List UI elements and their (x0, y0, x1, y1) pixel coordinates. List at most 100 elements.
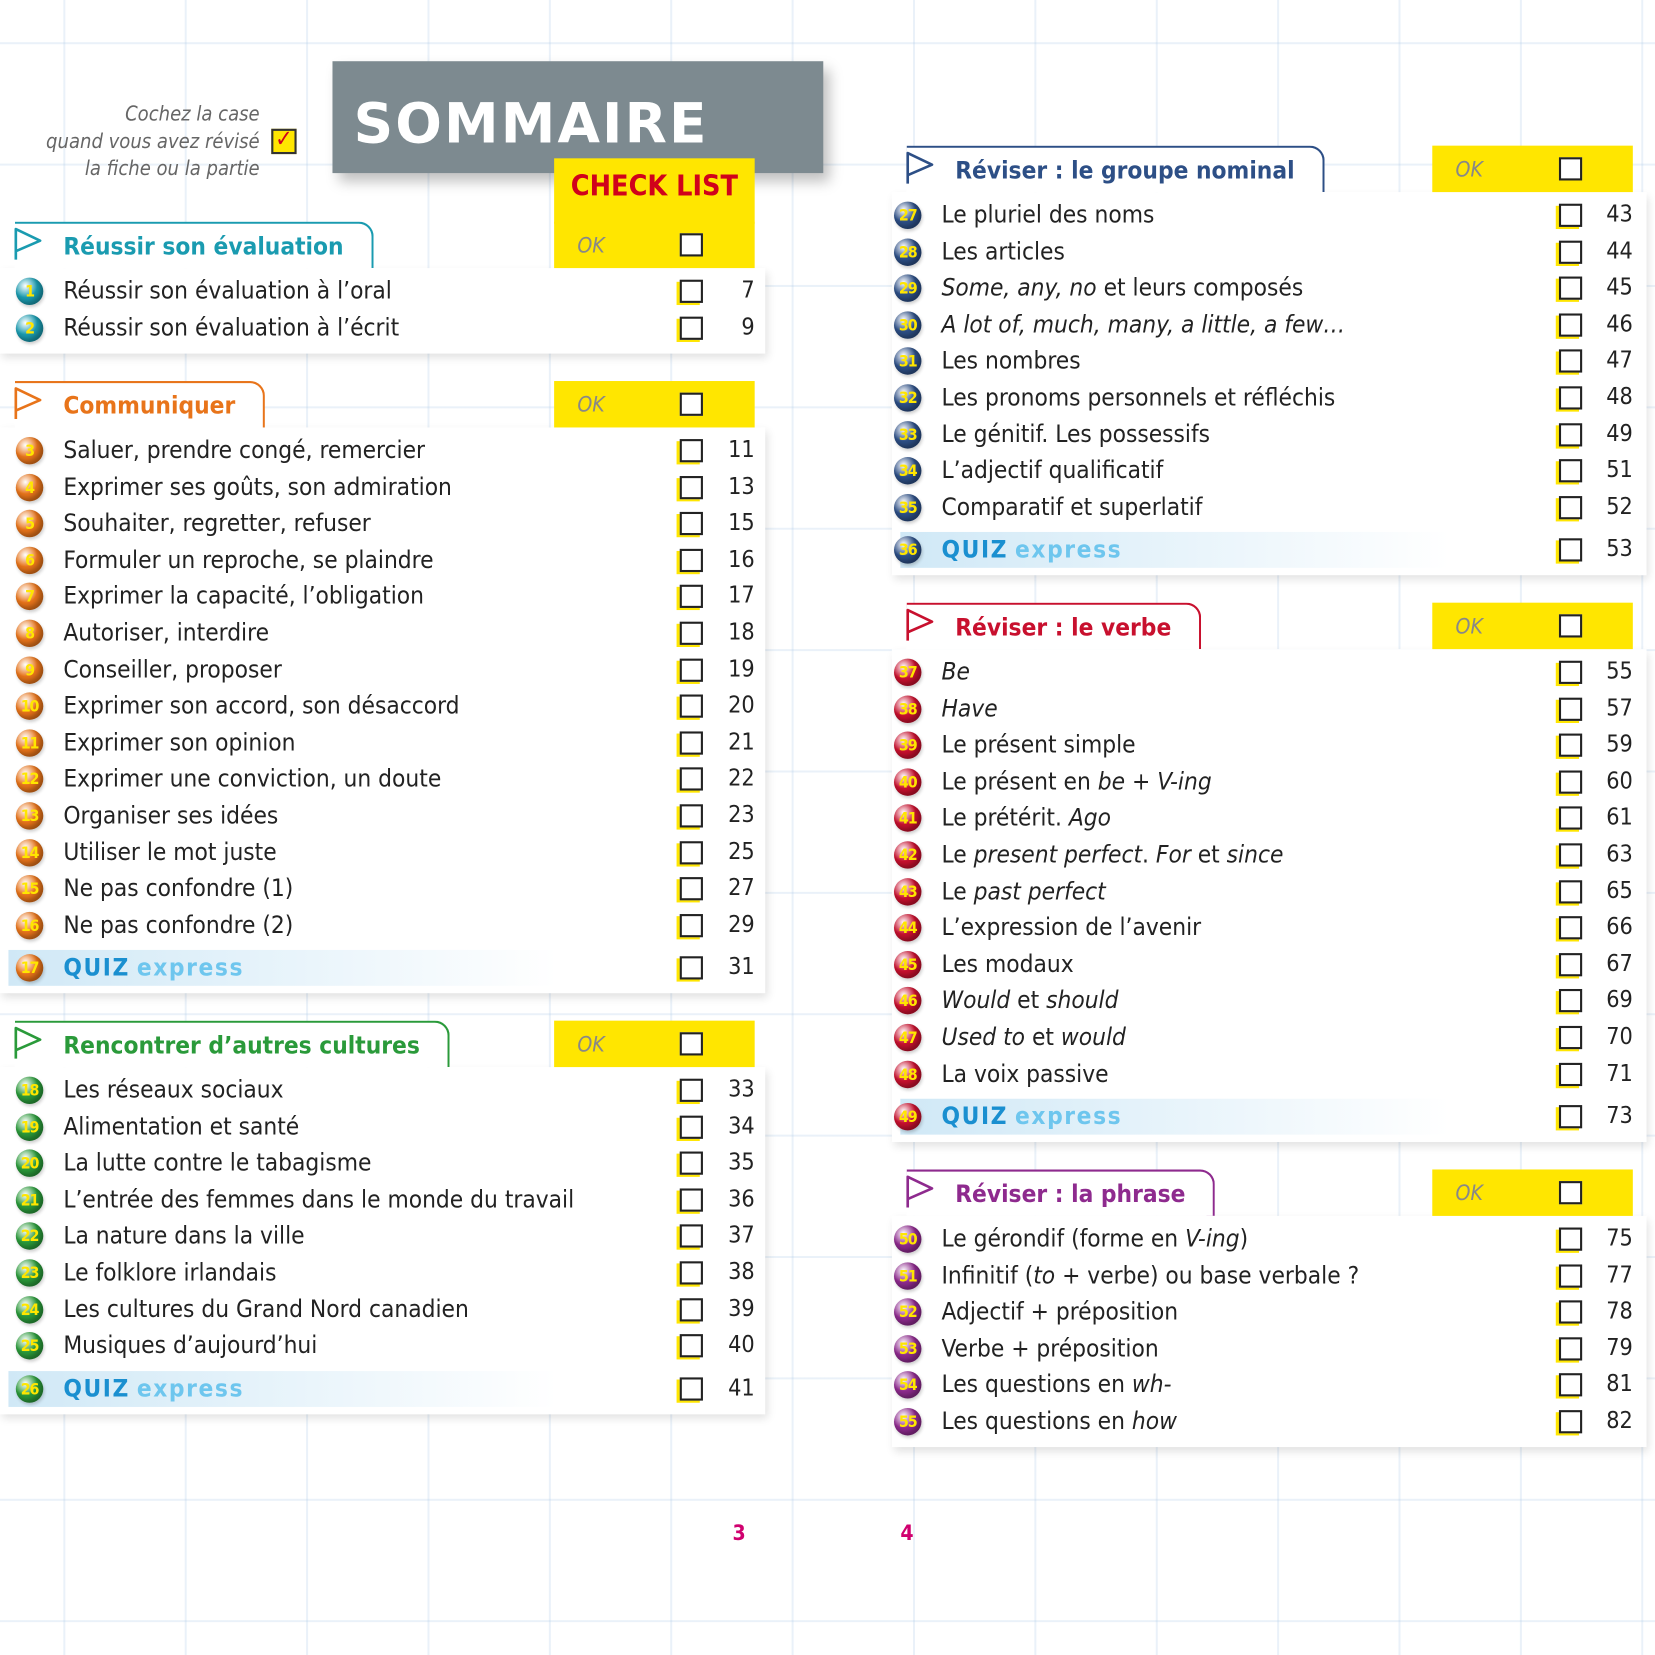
section-checkbox[interactable] (679, 392, 703, 416)
item-checkbox[interactable] (1558, 989, 1583, 1013)
item-checkbox[interactable] (679, 1224, 703, 1248)
item-label: Le génitif. Les possessifs (941, 420, 1211, 449)
quiz-light: express (1015, 536, 1123, 565)
item-page: 19 (728, 656, 755, 683)
label-part: A lot of, much, many, a little, a few… (941, 311, 1346, 339)
item-label: Exprimer son accord, son désaccord (63, 692, 460, 721)
item-page: 27 (728, 875, 755, 902)
item-checkbox[interactable] (1558, 770, 1583, 794)
item-number: 11 (15, 729, 44, 757)
section-checkbox[interactable] (1558, 1181, 1583, 1205)
item-checkbox[interactable] (679, 439, 703, 463)
item-label: Les cultures du Grand Nord canadien (63, 1295, 469, 1324)
item-checkbox[interactable] (1558, 386, 1583, 410)
section-checkbox[interactable] (679, 233, 703, 257)
quiz-strong: QUIZ (63, 1375, 130, 1403)
item-number: 37 (893, 658, 922, 687)
item-checkbox[interactable] (1558, 1025, 1583, 1050)
section-panel (0, 1067, 766, 1415)
item-checkbox[interactable] (1558, 660, 1583, 684)
item-checkbox[interactable] (1558, 240, 1583, 264)
item-checkbox[interactable] (679, 548, 703, 572)
item-page: 25 (728, 838, 755, 866)
item-label: Conseiller, proposer (63, 656, 282, 684)
item-checkbox[interactable] (679, 512, 703, 536)
item-checkbox[interactable] (1558, 538, 1583, 562)
item-checkbox[interactable] (679, 621, 703, 645)
item-label: Les questions en wh- (941, 1369, 1171, 1401)
item-page: 45 (1606, 274, 1633, 302)
item-checkbox[interactable] (1558, 1062, 1583, 1086)
item-checkbox[interactable] (679, 279, 703, 303)
item-number: 31 (893, 347, 922, 376)
item-checkbox[interactable] (1558, 916, 1583, 940)
item-page: 39 (728, 1295, 755, 1323)
item-checkbox[interactable] (1558, 313, 1583, 337)
item-checkbox[interactable] (679, 1078, 703, 1102)
label-part: . (1142, 841, 1156, 869)
item-page: 71 (1606, 1060, 1633, 1087)
item-checkbox[interactable] (679, 1377, 703, 1401)
item-checkbox[interactable] (1558, 1337, 1583, 1361)
item-checkbox[interactable] (1558, 495, 1583, 520)
item-checkbox[interactable] (679, 1188, 703, 1212)
item-checkbox[interactable] (1558, 697, 1583, 721)
item-checkbox[interactable] (1558, 1373, 1583, 1397)
item-checkbox[interactable] (1558, 459, 1583, 483)
item-checkbox[interactable] (1558, 276, 1583, 300)
item-checkbox[interactable] (679, 658, 703, 682)
item-checkbox[interactable] (1558, 843, 1583, 867)
label-part: since (1226, 841, 1284, 869)
item-checkbox[interactable] (679, 1334, 703, 1358)
ok-label: OK (1455, 156, 1483, 182)
ok-column: OK (1432, 1169, 1633, 1216)
item-checkbox[interactable] (1558, 1105, 1583, 1129)
item-checkbox[interactable] (1558, 349, 1583, 373)
item-label: Infinitif (to + verbe) ou base verbale ? (941, 1260, 1359, 1292)
item-checkbox[interactable] (679, 1297, 703, 1322)
checklist-label: CHECK LIST (554, 158, 755, 224)
label-part: Have (941, 695, 998, 723)
item-page: 15 (728, 509, 755, 537)
item-checkbox[interactable] (679, 913, 703, 938)
item-checkbox[interactable] (679, 840, 703, 865)
item-checkbox[interactable] (1558, 1410, 1583, 1434)
item-checkbox[interactable] (679, 1115, 703, 1139)
item-checkbox[interactable] (1558, 1264, 1583, 1288)
item-checkbox[interactable] (1558, 879, 1583, 904)
item-page: 40 (728, 1332, 755, 1359)
item-number: 36 (893, 536, 922, 565)
item-checkbox[interactable] (679, 475, 703, 499)
section-checkbox[interactable] (1558, 614, 1583, 638)
item-label: A lot of, much, many, a little, a few… (941, 309, 1345, 341)
item-checkbox[interactable] (1558, 422, 1583, 447)
item-number: 19 (15, 1113, 44, 1141)
section-tab: Communiquer (14, 381, 265, 428)
item-checkbox[interactable] (1558, 733, 1583, 757)
item-checkbox[interactable] (679, 731, 703, 755)
item-label: Le present perfect. For et since (941, 839, 1283, 871)
item-checkbox[interactable] (679, 1261, 703, 1285)
item-checkbox[interactable] (679, 804, 703, 828)
label-part: Used to (941, 1023, 1026, 1052)
item-checkbox[interactable] (679, 316, 703, 340)
section-checkbox[interactable] (679, 1032, 703, 1056)
item-checkbox[interactable] (679, 585, 703, 609)
item-page: 13 (728, 473, 755, 500)
item-checkbox[interactable] (679, 956, 703, 980)
item-checkbox[interactable] (1558, 1300, 1583, 1324)
item-label: Les questions en how (941, 1406, 1176, 1438)
flag-icon (906, 151, 934, 184)
section-checkbox[interactable] (1558, 157, 1583, 181)
item-checkbox[interactable] (1558, 1227, 1583, 1251)
item-page: 37 (728, 1222, 755, 1250)
item-number: 49 (893, 1103, 922, 1131)
item-checkbox[interactable] (1558, 952, 1583, 977)
item-checkbox[interactable] (679, 877, 703, 901)
item-checkbox[interactable] (679, 1151, 703, 1175)
item-label: Formuler un reproche, se plaindre (63, 546, 434, 574)
item-checkbox[interactable] (679, 767, 703, 791)
item-checkbox[interactable] (1558, 806, 1583, 831)
item-checkbox[interactable] (679, 694, 703, 718)
item-checkbox[interactable] (1558, 203, 1583, 227)
